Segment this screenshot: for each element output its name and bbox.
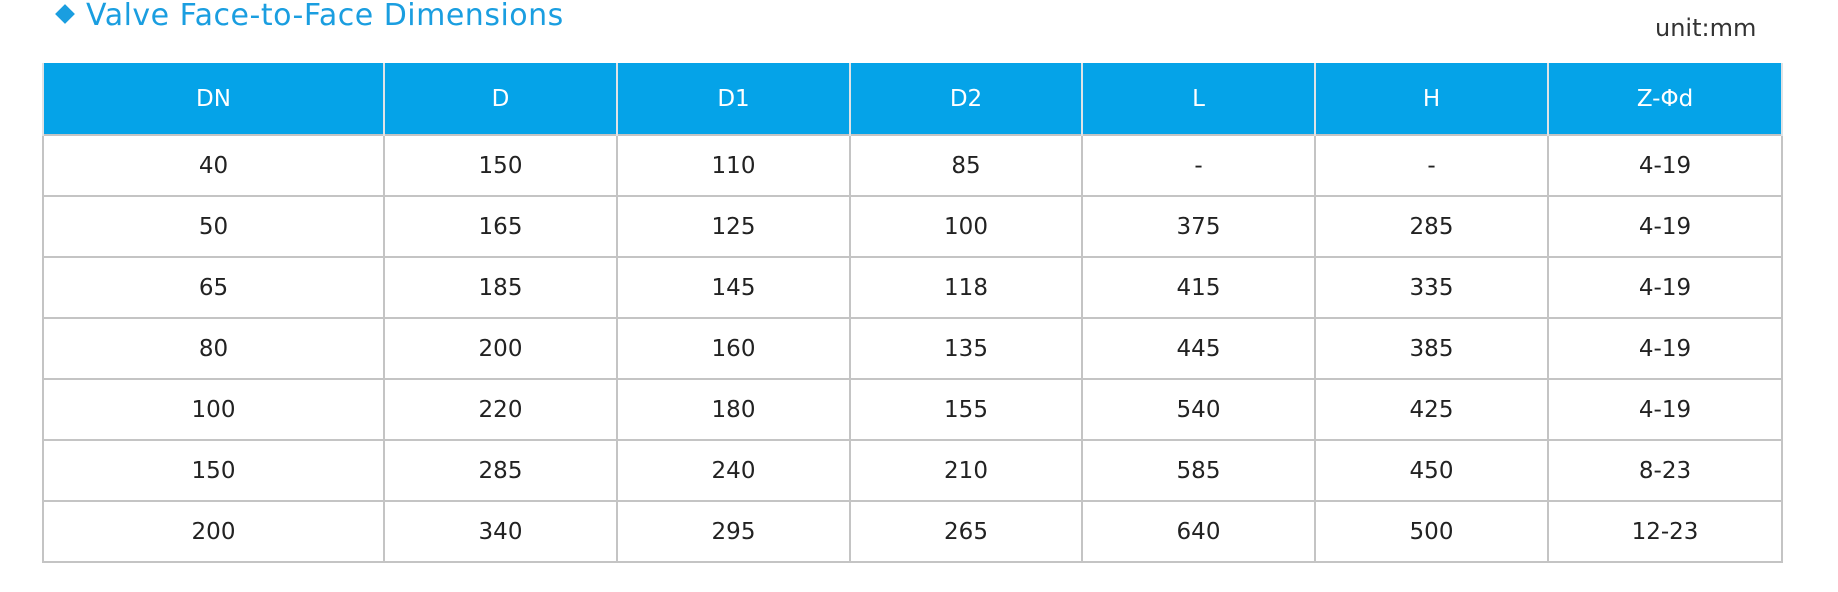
title-text: Valve Face-to-Face Dimensions (86, 0, 564, 33)
table-cell: 100 (849, 195, 1083, 258)
table-cell: 335 (1314, 256, 1549, 319)
table-cell: - (1081, 134, 1316, 197)
table-cell: 160 (616, 317, 851, 380)
table-row: 65 185 145 118 415 335 4-19 (42, 256, 1783, 319)
column-header: H (1314, 63, 1549, 135)
table-row: 100 220 180 155 540 425 4-19 (42, 378, 1783, 441)
table-cell: 80 (42, 317, 385, 380)
table-cell: 385 (1314, 317, 1549, 380)
table-cell: 200 (383, 317, 618, 380)
table-cell: 4-19 (1547, 256, 1783, 319)
table-cell: 240 (616, 439, 851, 502)
table-cell: 375 (1081, 195, 1316, 258)
table-cell: 110 (616, 134, 851, 197)
table-cell: 100 (42, 378, 385, 441)
table-cell: 118 (849, 256, 1083, 319)
header-row: DN D D1 D2 L H Z-Φd (42, 63, 1783, 135)
table-row: 150 285 240 210 585 450 8-23 (42, 439, 1783, 502)
table-cell: 180 (616, 378, 851, 441)
table-cell: 640 (1081, 500, 1316, 563)
table-cell: 150 (383, 134, 618, 197)
table-cell: 12-23 (1547, 500, 1783, 563)
table-cell: 155 (849, 378, 1083, 441)
table-cell: 4-19 (1547, 378, 1783, 441)
table-cell: 150 (42, 439, 385, 502)
table-cell: 145 (616, 256, 851, 319)
table-cell: 165 (383, 195, 618, 258)
table-cell: 85 (849, 134, 1083, 197)
table-cell: - (1314, 134, 1549, 197)
table-row: 40 150 110 85- -4-19 (42, 134, 1783, 197)
table-cell: 340 (383, 500, 618, 563)
table-cell: 285 (1314, 195, 1549, 258)
table-cell: 65 (42, 256, 385, 319)
table-cell: 210 (849, 439, 1083, 502)
table-cell: 500 (1314, 500, 1549, 563)
table-cell: 285 (383, 439, 618, 502)
section-title: Valve Face-to-Face Dimensions (55, 0, 564, 33)
table-cell: 445 (1081, 317, 1316, 380)
table-row: 50 165 125 100 375 285 4-19 (42, 195, 1783, 258)
table-cell: 265 (849, 500, 1083, 563)
table-body: 40 150 110 85- -4-19 50 165 125 100 375 285 4-19 65 1… (42, 134, 1783, 563)
dimension-table: DN D D1 D2 L H Z-Φd 40 150 110 85- -4-19 50 165 125 10… (42, 63, 1783, 563)
table-cell: 585 (1081, 439, 1316, 502)
table-cell: 50 (42, 195, 385, 258)
column-header: D (383, 63, 618, 135)
unit-label: unit:mm (1655, 14, 1757, 42)
table-cell: 200 (42, 500, 385, 563)
table-cell: 415 (1081, 256, 1316, 319)
column-header: Z-Φd (1547, 63, 1783, 135)
table-cell: 540 (1081, 378, 1316, 441)
table-cell: 8-23 (1547, 439, 1783, 502)
table-cell: 185 (383, 256, 618, 319)
table-cell: 4-19 (1547, 195, 1783, 258)
table-cell: 125 (616, 195, 851, 258)
column-header: D2 (849, 63, 1083, 135)
table-cell: 295 (616, 500, 851, 563)
column-header: D1 (616, 63, 851, 135)
table-cell: 450 (1314, 439, 1549, 502)
diamond-icon (55, 4, 75, 24)
table-cell: 425 (1314, 378, 1549, 441)
table-cell: 40 (42, 134, 385, 197)
column-header: DN (42, 63, 385, 135)
table-cell: 220 (383, 378, 618, 441)
table-row: 200 340 295 265 640 500 12-23 (42, 500, 1783, 563)
table-cell: 4-19 (1547, 134, 1783, 197)
table-cell: 4-19 (1547, 317, 1783, 380)
table-row: 80 200 160 135 445 385 4-19 (42, 317, 1783, 380)
column-header: L (1081, 63, 1316, 135)
table-cell: 135 (849, 317, 1083, 380)
